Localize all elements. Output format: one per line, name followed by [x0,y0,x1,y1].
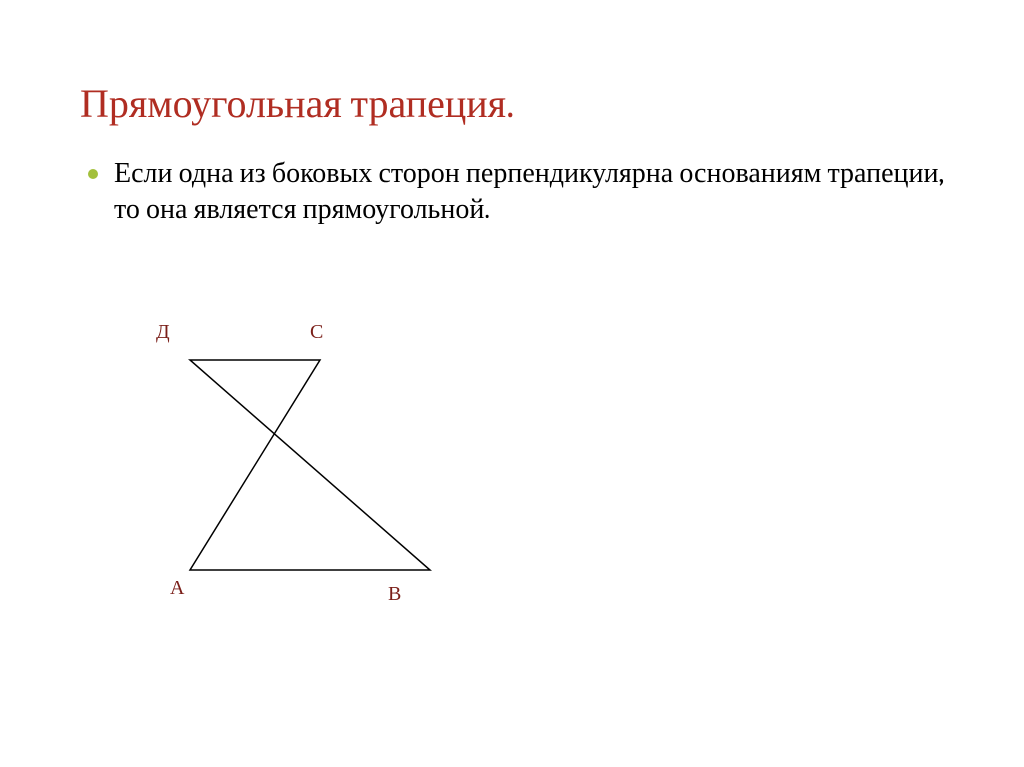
definition-block: Если одна из боковых сторон перпендикуля… [88,155,944,228]
vertex-label-C: С [310,320,323,344]
vertex-label-D: Д [156,320,170,344]
bullet-icon [88,169,98,179]
trapezoid-diagram: Д С А В [150,320,550,640]
page-title: Прямоугольная трапеция. [80,80,944,127]
vertex-label-A: А [170,576,184,600]
definition-text: Если одна из боковых сторон перпендикуля… [114,155,944,228]
trapezoid-svg [170,350,470,590]
vertex-label-B: В [388,582,401,606]
